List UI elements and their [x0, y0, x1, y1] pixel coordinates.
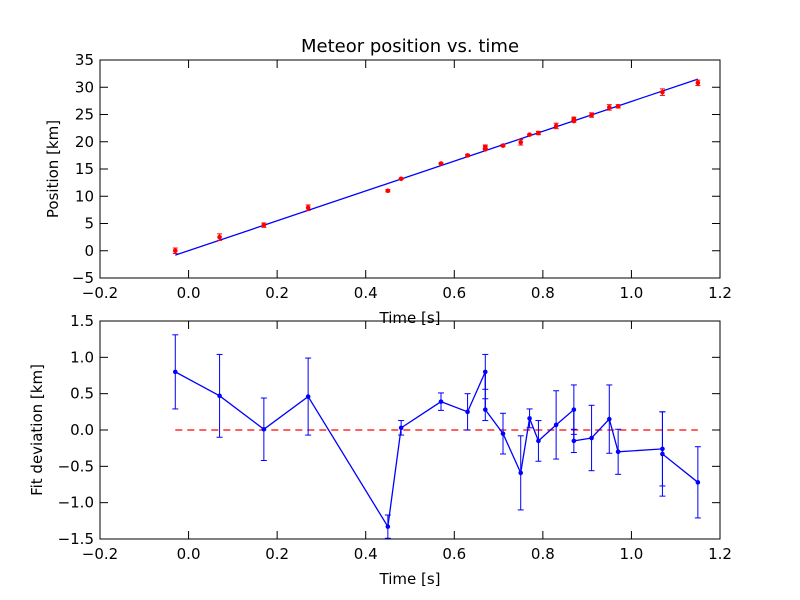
- data-point: [482, 147, 488, 152]
- y-tick-label: 20: [75, 133, 94, 151]
- data-point: [172, 369, 178, 375]
- data-point: [217, 393, 222, 399]
- y-tick-label: 35: [75, 51, 94, 69]
- x-tick-label: 1.0: [619, 545, 643, 563]
- data-point: [500, 431, 506, 436]
- y-tick-label: −1.0: [58, 494, 94, 512]
- x-tick-label: 0.0: [177, 284, 201, 302]
- y-tick-label: 0.0: [70, 421, 94, 439]
- x-tick-label: 0.6: [442, 284, 466, 302]
- y-tick-label: 0.5: [70, 385, 94, 403]
- deviation-chart-y-axis-label: Fit deviation [km]: [28, 364, 46, 496]
- position-chart-marks: −0.2 0.0 0.2 0.4 0.6 0.8 1.0 1.2 −5 0 5 10 15 20 25 30 3…: [72, 51, 732, 302]
- y-tick-label: −5: [72, 269, 94, 287]
- x-tick-label: 0.4: [354, 545, 378, 563]
- data-point: [305, 394, 311, 399]
- x-tick-label: 0.2: [265, 284, 289, 302]
- data-point: [695, 480, 701, 485]
- data-point: [660, 451, 665, 457]
- data-point: [606, 416, 612, 422]
- data-point: [571, 438, 577, 444]
- x-tick-label: 0.8: [531, 545, 555, 563]
- position-chart: Meteor position vs. time Time [s] Positi…: [44, 36, 732, 327]
- data-point: [518, 139, 524, 145]
- data-point: [385, 188, 391, 194]
- y-tick-label: 15: [75, 160, 94, 178]
- data-point: [465, 409, 470, 415]
- x-tick-label: 1.2: [708, 284, 732, 302]
- data-point: [527, 416, 532, 421]
- x-tick-label: 0.8: [531, 284, 555, 302]
- data-point: [465, 153, 470, 158]
- data-point: [615, 104, 621, 109]
- x-tick-label: 0.2: [265, 545, 289, 563]
- data-point: [589, 112, 594, 118]
- x-tick-label: 0.4: [354, 284, 378, 302]
- y-tick-label: 10: [75, 187, 94, 205]
- data-point: [660, 89, 665, 95]
- y-tick-label: 30: [75, 78, 94, 96]
- x-tick-label: 1.2: [708, 545, 732, 563]
- data-point: [305, 205, 311, 210]
- data-point: [438, 399, 444, 404]
- data-point: [398, 176, 404, 182]
- x-tick-label: −0.2: [82, 284, 118, 302]
- deviation-chart-x-axis-label: Time [s]: [379, 570, 441, 588]
- data-point: [518, 470, 524, 476]
- y-tick-label: 1.5: [70, 312, 94, 330]
- data-point: [172, 248, 178, 254]
- data-point: [482, 407, 488, 412]
- y-tick-label: −0.5: [58, 457, 94, 475]
- data-point: [261, 426, 267, 432]
- y-tick-label: 0: [84, 242, 94, 260]
- data-point: [217, 234, 222, 240]
- data-point: [500, 143, 506, 148]
- data-point: [553, 123, 559, 129]
- data-point: [606, 105, 612, 110]
- data-point: [553, 422, 559, 428]
- y-tick-label: −1.5: [58, 530, 94, 548]
- data-point: [527, 132, 532, 137]
- x-tick-label: −0.2: [82, 545, 118, 563]
- data-point: [536, 130, 541, 136]
- data-point: [482, 369, 488, 375]
- x-tick-label: 1.0: [619, 284, 643, 302]
- deviation-chart-marks: −0.2 0.0 0.2 0.4 0.6 0.8 1.0 1.2 −1.5 −1.0 −0.5 0.0…: [58, 312, 732, 563]
- x-tick-label: 0.0: [177, 545, 201, 563]
- position-chart-title: Meteor position vs. time: [301, 36, 519, 57]
- data-point: [571, 407, 577, 412]
- data-point: [615, 449, 621, 455]
- y-tick-label: 5: [84, 215, 94, 233]
- position-chart-y-axis-label: Position [km]: [44, 120, 62, 218]
- data-point: [589, 435, 594, 441]
- position-chart-x-axis-label: Time [s]: [379, 309, 441, 327]
- y-tick-label: 25: [75, 106, 94, 124]
- deviation-chart: Time [s] Fit deviation [km] −0.2 0.0 0.2 0.…: [28, 312, 732, 588]
- y-tick-label: 1.0: [70, 348, 94, 366]
- x-tick-label: 0.6: [442, 545, 466, 563]
- data-point: [385, 524, 391, 529]
- data-point: [438, 161, 444, 166]
- data-point: [695, 80, 701, 86]
- data-point: [261, 222, 267, 228]
- data-point: [398, 425, 404, 431]
- data-point: [571, 118, 577, 124]
- data-point: [536, 438, 541, 444]
